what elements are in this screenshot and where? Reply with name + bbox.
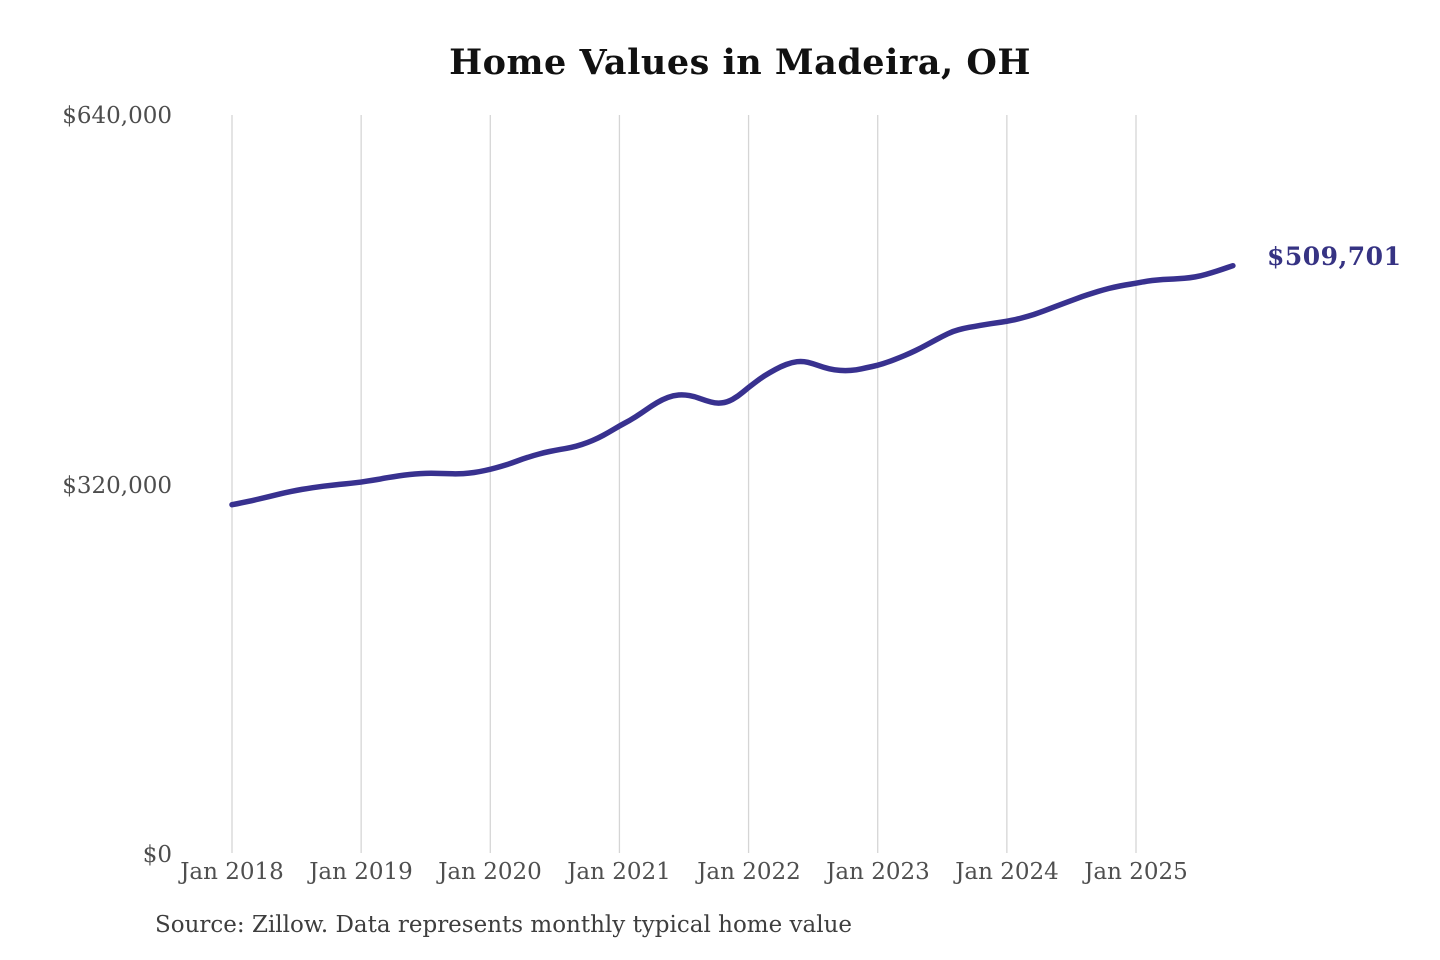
home-value-line — [229, 262, 1236, 508]
x-axis-tick-jan-2021: Jan 2021 — [567, 859, 671, 885]
x-axis-tick-jan-2025: Jan 2025 — [1084, 859, 1188, 885]
x-axis-tick-jan-2022: Jan 2022 — [697, 859, 801, 885]
x-axis-tick-jan-2018: Jan 2018 — [180, 859, 284, 885]
latest-value-label: $509,701 — [1267, 242, 1402, 271]
x-axis-tick-jan-2020: Jan 2020 — [438, 859, 542, 885]
x-axis-tick-jan-2019: Jan 2019 — [309, 859, 413, 885]
chart-title: Home Values in Madeira, OH — [449, 42, 1031, 83]
y-axis-tick-640000: $640,000 — [62, 103, 172, 129]
y-axis-tick-320000: $320,000 — [62, 473, 172, 499]
x-axis-tick-jan-2024: Jan 2024 — [955, 859, 1059, 885]
y-axis-tick-0: $0 — [142, 842, 172, 868]
x-axis-tick-jan-2023: Jan 2023 — [826, 859, 930, 885]
source-note: Source: Zillow. Data represents monthly … — [155, 912, 853, 938]
